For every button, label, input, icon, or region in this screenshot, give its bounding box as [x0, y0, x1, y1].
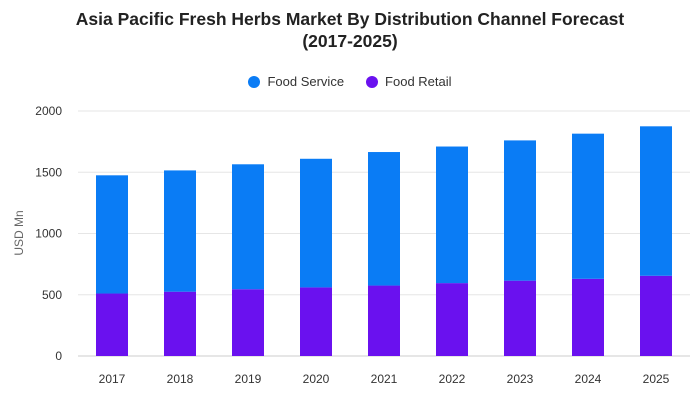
x-tick-label-2021: 2021	[371, 372, 398, 386]
bar-food-service-2018[interactable]	[164, 170, 196, 292]
legend-swatch-food-service	[248, 75, 261, 88]
bar-food-retail-2025[interactable]	[640, 275, 672, 356]
bar-food-service-2022[interactable]	[436, 146, 468, 284]
bar-food-service-2020[interactable]	[300, 158, 332, 288]
y-tick-label-2000: 2000	[35, 104, 62, 118]
bar-food-service-2019[interactable]	[232, 164, 264, 290]
y-axis-ticks: 0 500 1000 1500 2000	[35, 104, 62, 363]
x-tick-label-2022: 2022	[439, 372, 466, 386]
y-tick-label-1500: 1500	[35, 165, 62, 179]
x-tick-label-2024: 2024	[575, 372, 602, 386]
chart-title-line2: (2017-2025)	[302, 31, 398, 51]
legend-label-food-service: Food Service	[267, 74, 345, 89]
y-tick-label-500: 500	[42, 288, 62, 302]
x-tick-label-2017: 2017	[99, 372, 126, 386]
bar-food-retail-2019[interactable]	[232, 289, 264, 356]
bar-food-retail-2018[interactable]	[164, 291, 196, 356]
x-tick-label-2020: 2020	[303, 372, 330, 386]
bar-food-retail-2022[interactable]	[436, 283, 468, 356]
legend-label-food-retail: Food Retail	[385, 74, 452, 89]
bar-food-retail-2021[interactable]	[368, 285, 400, 356]
bar-food-service-2023[interactable]	[504, 140, 536, 281]
x-tick-label-2018: 2018	[167, 372, 194, 386]
bars	[96, 126, 672, 356]
chart-title: Asia Pacific Fresh Herbs Market By Distr…	[0, 8, 700, 52]
y-tick-label-0: 0	[55, 349, 62, 363]
x-tick-label-2025: 2025	[643, 372, 670, 386]
bar-food-service-2025[interactable]	[640, 126, 672, 276]
bar-food-service-2024[interactable]	[572, 133, 604, 279]
bar-food-service-2017[interactable]	[96, 175, 128, 294]
legend-swatch-food-retail	[366, 75, 379, 88]
chart-title-line1: Asia Pacific Fresh Herbs Market By Distr…	[75, 9, 625, 29]
y-tick-label-1000: 1000	[35, 227, 62, 241]
x-tick-label-2023: 2023	[507, 372, 534, 386]
x-tick-label-2019: 2019	[235, 372, 262, 386]
x-axis-ticks: 2017 2018 2019 2020 2021 2022 2023 2024 2025	[99, 372, 670, 386]
chart-legend: Food Service Food Retail	[0, 74, 700, 89]
bar-food-retail-2017[interactable]	[96, 293, 128, 356]
bar-food-retail-2024[interactable]	[572, 278, 604, 356]
legend-item-food-retail[interactable]: Food Retail	[366, 74, 452, 89]
bar-food-retail-2020[interactable]	[300, 287, 332, 356]
bar-food-retail-2023[interactable]	[504, 280, 536, 356]
y-axis-label: USD Mn	[12, 210, 26, 255]
bar-food-service-2021[interactable]	[368, 152, 400, 286]
legend-item-food-service[interactable]: Food Service	[248, 74, 344, 89]
